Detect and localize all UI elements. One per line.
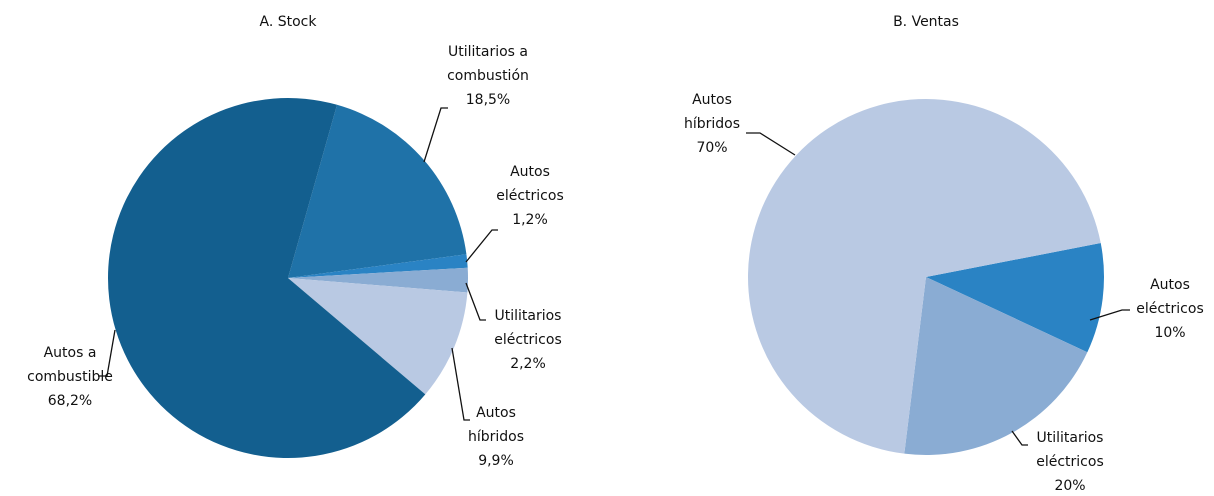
pie-slice: [288, 278, 468, 395]
value-label: 20%: [1054, 478, 1085, 494]
pie-slice: [904, 277, 1088, 455]
chart-title: A. Stock: [260, 14, 318, 30]
slice-label: Autos eléctricos: [496, 164, 564, 204]
slice-label: Autos eléctricos: [1136, 277, 1204, 317]
value-label: 10%: [1154, 325, 1185, 341]
leader-line: [746, 132, 796, 156]
pie-slice: [288, 254, 468, 278]
value-label: 2,2%: [510, 356, 546, 372]
leader-line: [98, 329, 116, 377]
slice-label: Utilitarios a combustión: [447, 44, 529, 84]
slice-label: Autos híbridos: [684, 92, 740, 132]
value-label: 9,9%: [478, 453, 514, 469]
leader-line: [1011, 430, 1028, 446]
slice-label: Utilitarios eléctricos: [1036, 430, 1104, 470]
pie-slice: [107, 98, 426, 458]
value-label: 18,5%: [466, 92, 510, 108]
value-label: 70%: [696, 140, 727, 156]
leader-line: [423, 107, 448, 163]
leader-line: [465, 229, 498, 263]
slice-label: Autos híbridos: [468, 405, 524, 445]
leader-line: [1089, 309, 1130, 321]
leader-line: [465, 282, 486, 321]
leader-line: [451, 347, 470, 421]
pie-slice: [926, 243, 1104, 353]
value-label: 68,2%: [48, 393, 92, 409]
chart-title: B. Ventas: [893, 14, 959, 30]
pie-slice: [288, 267, 469, 293]
pie-slice: [288, 104, 467, 279]
slice-label: Autos a combustible: [27, 345, 113, 385]
value-label: 1,2%: [512, 212, 548, 228]
slice-label: Utilitarios eléctricos: [494, 308, 562, 348]
pie-slice: [747, 99, 1101, 454]
